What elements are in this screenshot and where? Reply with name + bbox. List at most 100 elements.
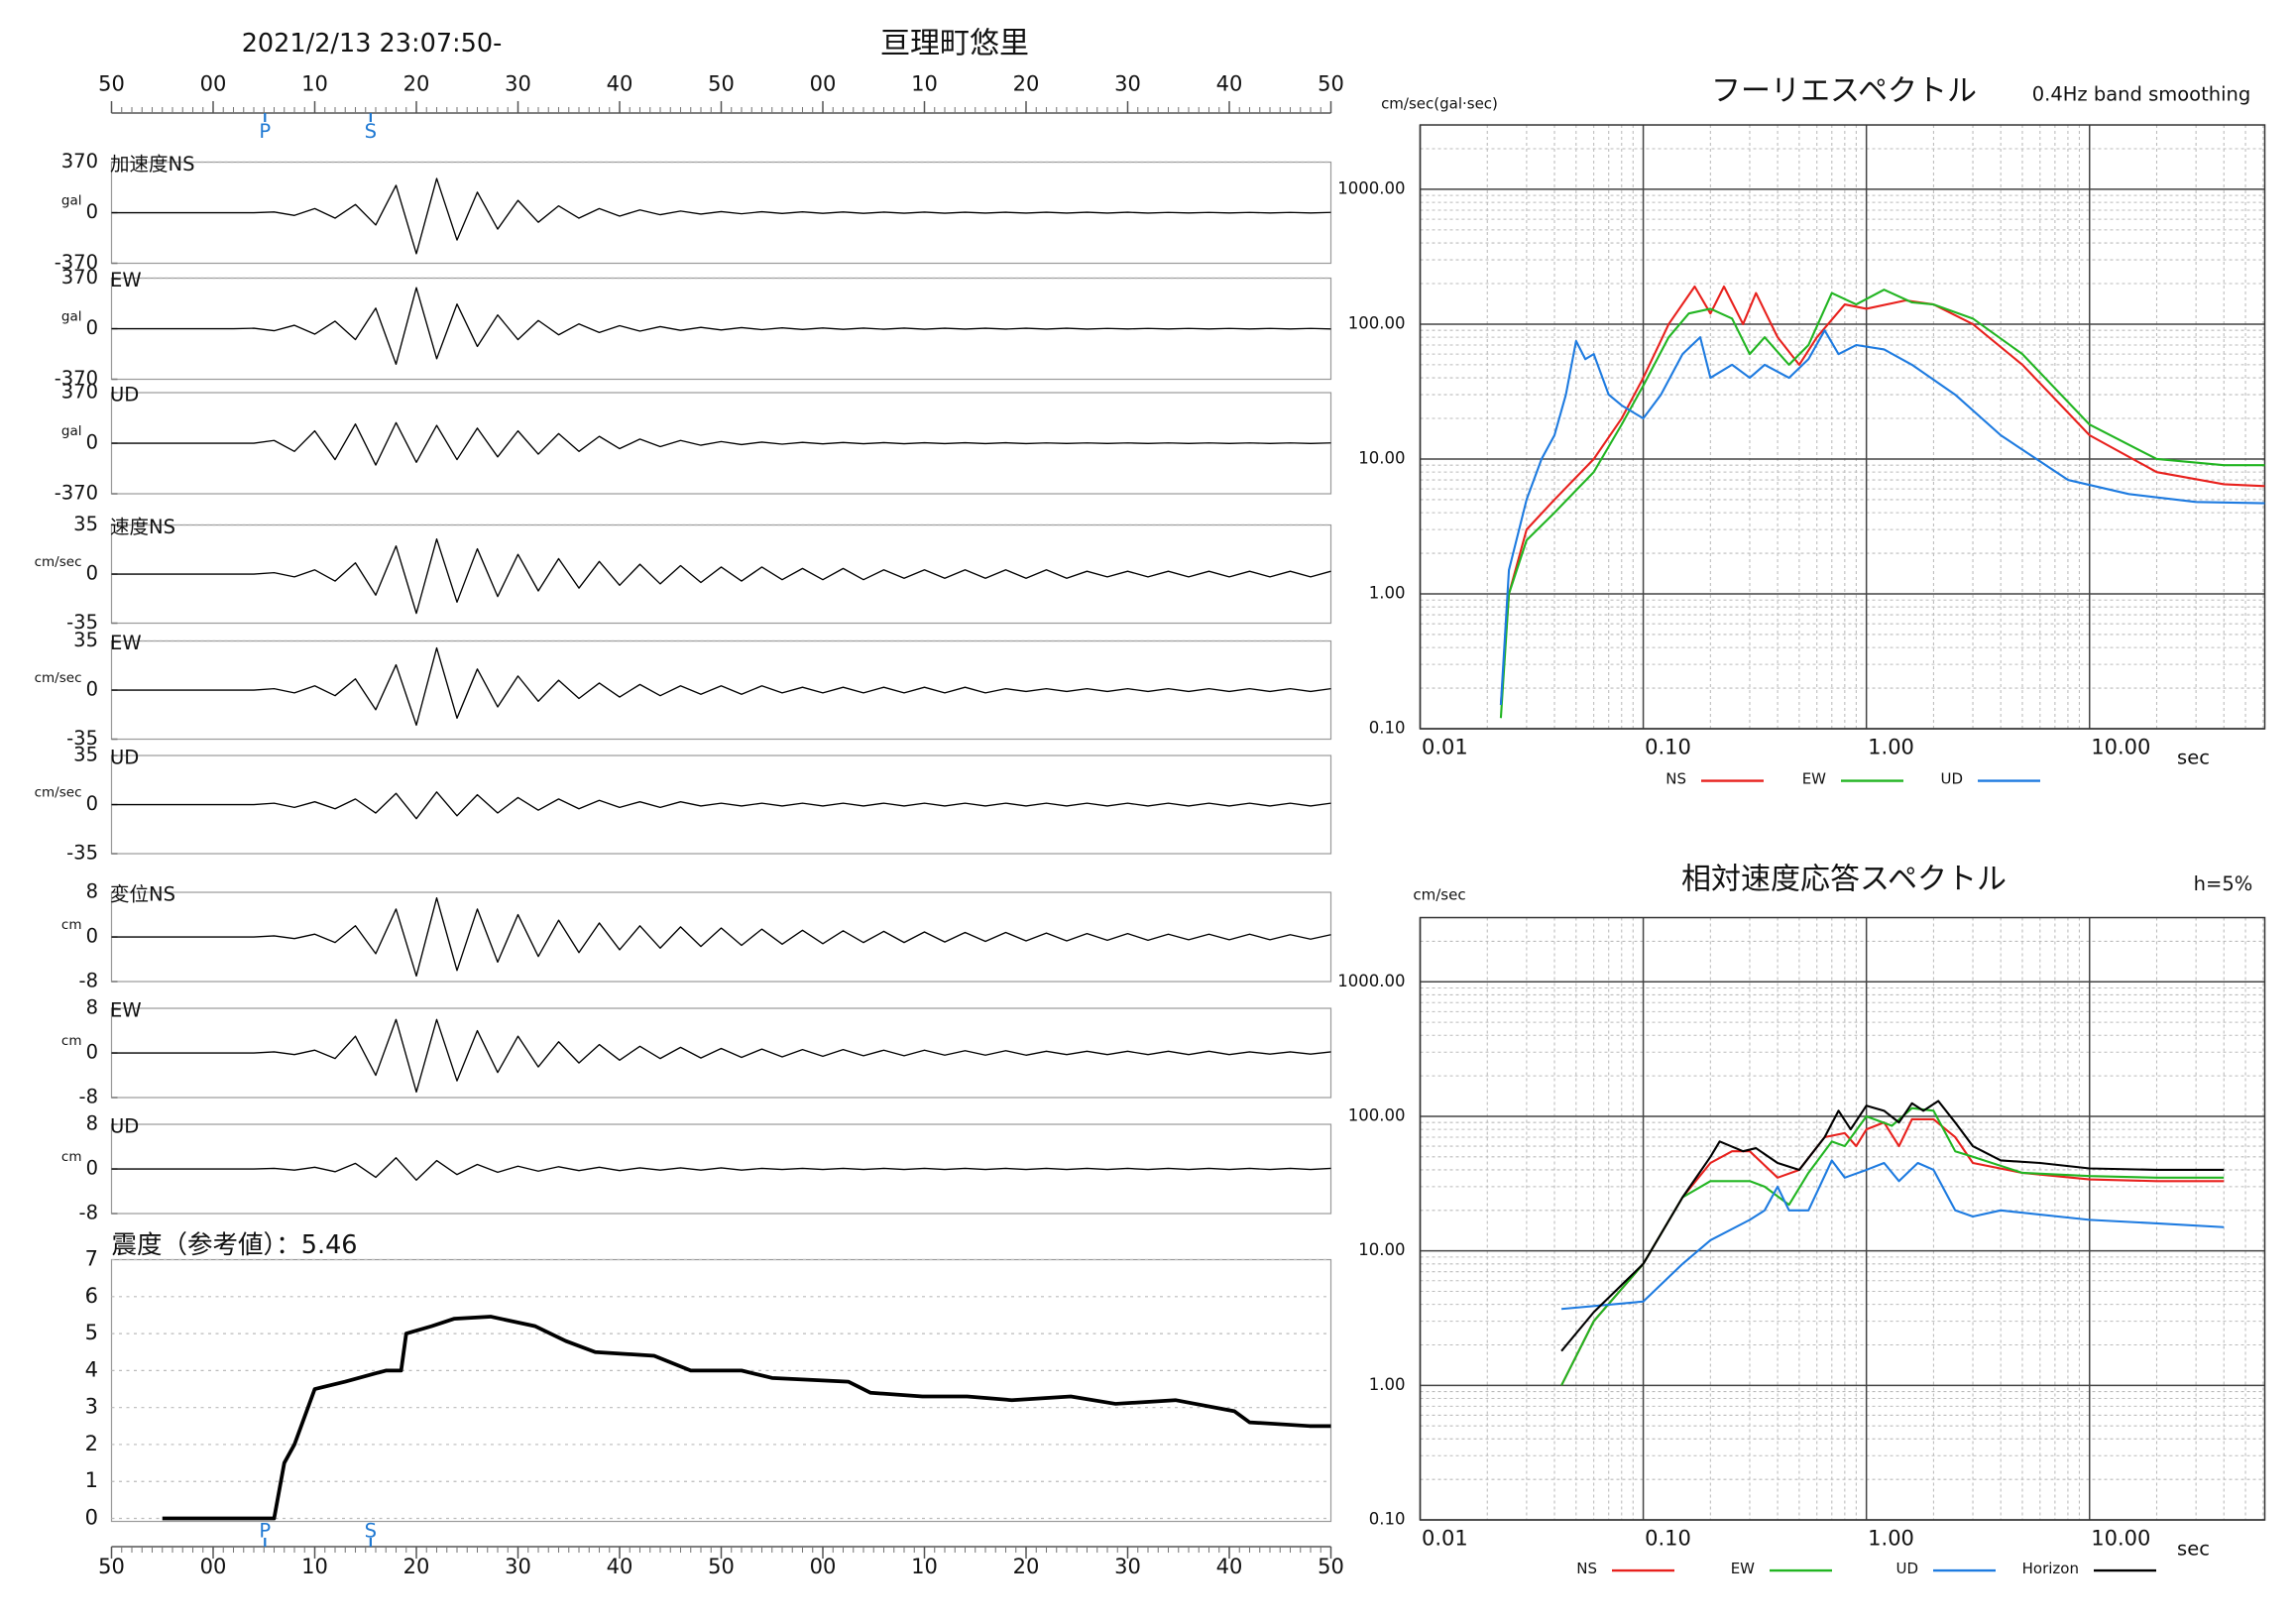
plot-frame: [1419, 124, 2266, 730]
y-tick-label: -8: [79, 1202, 98, 1224]
y-tick-label: 100.00: [1348, 1105, 1406, 1124]
y-tick-label: 0: [86, 562, 98, 585]
spectrum-line: [1560, 1117, 2225, 1386]
y-tick-label: 6: [85, 1284, 98, 1308]
y-tick-label: 4: [85, 1357, 98, 1381]
y-axis-label: cm/sec: [1413, 886, 1465, 904]
waveform: [111, 646, 1331, 727]
x-tick-label: 1.00: [1868, 736, 1914, 759]
phase-label: P: [259, 1520, 271, 1543]
legend-label: NS: [1665, 770, 1686, 788]
y-tick-label: 1: [85, 1468, 98, 1492]
y-tick-label: -8: [79, 1086, 98, 1108]
x-tick-label: 50: [98, 72, 125, 96]
title: 震度（参考値）：5.46: [112, 1230, 358, 1260]
y-tick-label: 100.00: [1348, 313, 1406, 332]
trace-label: EW: [110, 999, 142, 1022]
unit-label: gal: [61, 309, 82, 325]
y-tick-label: 1000.00: [1337, 972, 1405, 990]
y-tick-label: 1.00: [1369, 1375, 1406, 1394]
x-tick-label: 00: [810, 1555, 837, 1578]
legend-label: Horizon: [2022, 1560, 2079, 1577]
y-tick-label: 8: [86, 880, 98, 903]
x-tick-label: 10: [301, 1555, 328, 1578]
y-tick-label: -35: [66, 611, 98, 634]
waveform: [111, 1018, 1331, 1094]
x-tick-label: 10: [301, 72, 328, 96]
y-tick-label: 35: [73, 513, 98, 535]
y-tick-label: 0.10: [1369, 719, 1406, 738]
trace-label: EW: [110, 269, 142, 291]
unit-label: gal: [61, 193, 82, 209]
subtitle: h=5%: [2194, 872, 2253, 895]
trace-label: UD: [110, 384, 139, 406]
y-tick-label: 8: [86, 996, 98, 1019]
y-tick-label: 370: [61, 266, 98, 289]
x-tick-label: 50: [708, 72, 735, 96]
trace-label: 加速度NS: [110, 153, 194, 175]
x-tick-label: 30: [1114, 72, 1141, 96]
unit-label: gal: [61, 423, 82, 439]
x-axis-label: sec: [2177, 1538, 2210, 1561]
x-axis-label: sec: [2177, 747, 2210, 769]
y-tick-label: 370: [61, 150, 98, 173]
y-tick-label: 7: [85, 1247, 98, 1271]
y-tick-label: 0: [85, 1506, 98, 1530]
x-tick-label: 20: [403, 1555, 430, 1578]
panel-frame: [110, 639, 1332, 741]
panel-frame: [110, 523, 1332, 625]
trace-label: 変位NS: [110, 883, 175, 906]
trace-label: UD: [110, 747, 139, 769]
legend-label: EW: [1802, 770, 1826, 788]
unit-label: cm: [61, 1033, 82, 1049]
y-tick-label: 0.10: [1369, 1510, 1406, 1529]
x-tick-label: 10: [911, 72, 938, 96]
waveform: [111, 537, 1331, 615]
spectrum-line: [1560, 1100, 2225, 1352]
x-tick-label: 1.00: [1868, 1527, 1914, 1551]
legend-label: UD: [1940, 770, 1963, 788]
x-tick-label: 40: [607, 72, 633, 96]
title: 亘理町悠里: [880, 27, 1029, 61]
y-tick-label: 10.00: [1358, 448, 1405, 467]
x-tick-label: 20: [403, 72, 430, 96]
subtitle: 2021/2/13 23:07:50-: [242, 29, 503, 58]
y-tick-label: 10.00: [1358, 1240, 1405, 1259]
x-tick-label: 50: [1318, 72, 1344, 96]
unit-label: cm/sec: [35, 670, 82, 686]
title: フーリエスペクトル: [1711, 74, 1977, 109]
x-tick-label: 0.01: [1422, 1527, 1468, 1551]
y-tick-label: -370: [55, 251, 98, 274]
x-tick-label: 0.01: [1422, 736, 1468, 759]
y-tick-label: -370: [55, 367, 98, 390]
y-tick-label: 0: [86, 1041, 98, 1064]
x-tick-label: 10.00: [2091, 736, 2150, 759]
y-tick-label: 0: [86, 431, 98, 454]
panel-frame: [110, 1007, 1332, 1099]
phase-label: P: [259, 120, 271, 143]
x-tick-label: 10.00: [2091, 1527, 2150, 1551]
subtitle: 0.4Hz band smoothing: [2032, 83, 2251, 106]
x-tick-label: 50: [98, 1555, 125, 1578]
y-tick-label: -8: [79, 970, 98, 992]
waveform: [111, 177, 1331, 255]
waveform: [111, 1157, 1331, 1181]
legend-label: NS: [1576, 1560, 1597, 1577]
spectrum-line: [1499, 285, 2265, 706]
panel-frame: [110, 754, 1332, 855]
plot-frame: [1419, 916, 2266, 1521]
x-tick-label: 0.10: [1645, 736, 1691, 759]
unit-label: cm/sec: [35, 785, 82, 801]
y-tick-label: 370: [61, 381, 98, 404]
x-tick-label: 30: [1114, 1555, 1141, 1578]
panel-frame: [110, 1258, 1332, 1523]
y-tick-label: 8: [86, 1112, 98, 1135]
x-tick-label: 10: [911, 1555, 938, 1578]
y-tick-label: -35: [66, 842, 98, 865]
x-tick-label: 40: [1216, 72, 1243, 96]
x-tick-label: 00: [810, 72, 837, 96]
x-tick-label: 50: [1318, 1555, 1344, 1578]
unit-label: cm: [61, 1149, 82, 1165]
